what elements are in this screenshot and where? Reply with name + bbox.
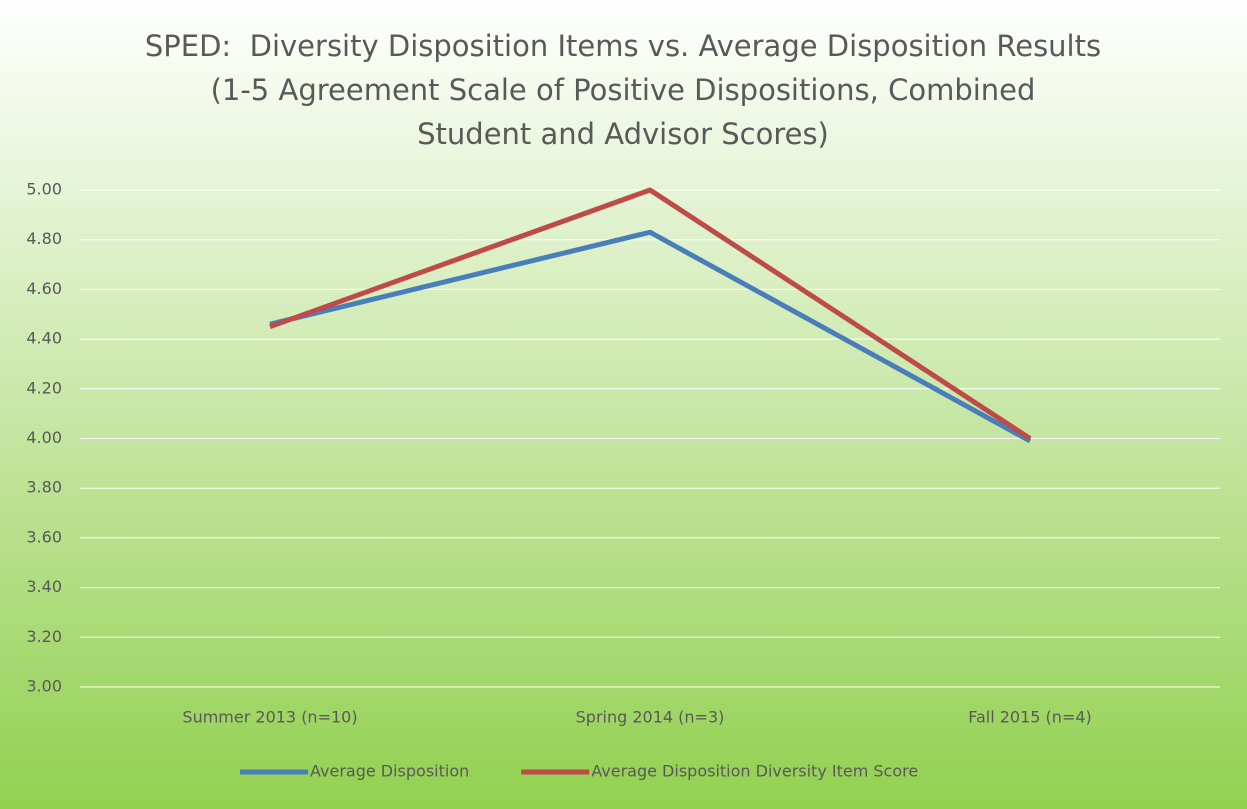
legend-label: Average Disposition Diversity Item Score bbox=[591, 762, 918, 781]
x-tick-label: Spring 2014 (n=3) bbox=[576, 708, 725, 727]
y-tick-label: 3.00 bbox=[26, 677, 62, 696]
y-tick-label: 4.40 bbox=[26, 329, 62, 348]
series-line bbox=[269, 187, 1032, 441]
y-tick-label: 4.80 bbox=[26, 229, 62, 248]
y-tick-label: 5.00 bbox=[26, 180, 62, 199]
legend-label: Average Disposition bbox=[310, 762, 469, 781]
chart-title: Student and Advisor Scores) bbox=[417, 117, 829, 151]
y-tick-label: 4.60 bbox=[26, 279, 62, 298]
y-tick-label: 3.60 bbox=[26, 527, 62, 546]
y-tick-label: 4.20 bbox=[26, 378, 62, 397]
y-tick-label: 3.80 bbox=[26, 478, 62, 497]
chart-title: SPED: Diversity Disposition Items vs. Av… bbox=[145, 29, 1101, 63]
y-tick-label: 3.20 bbox=[26, 627, 62, 646]
y-tick-label: 4.00 bbox=[26, 428, 62, 447]
x-tick-label: Summer 2013 (n=10) bbox=[182, 708, 357, 727]
y-tick-label: 3.40 bbox=[26, 577, 62, 596]
chart-title: (1-5 Agreement Scale of Positive Disposi… bbox=[211, 73, 1036, 107]
series-line bbox=[269, 229, 1032, 444]
x-tick-label: Fall 2015 (n=4) bbox=[968, 708, 1092, 727]
